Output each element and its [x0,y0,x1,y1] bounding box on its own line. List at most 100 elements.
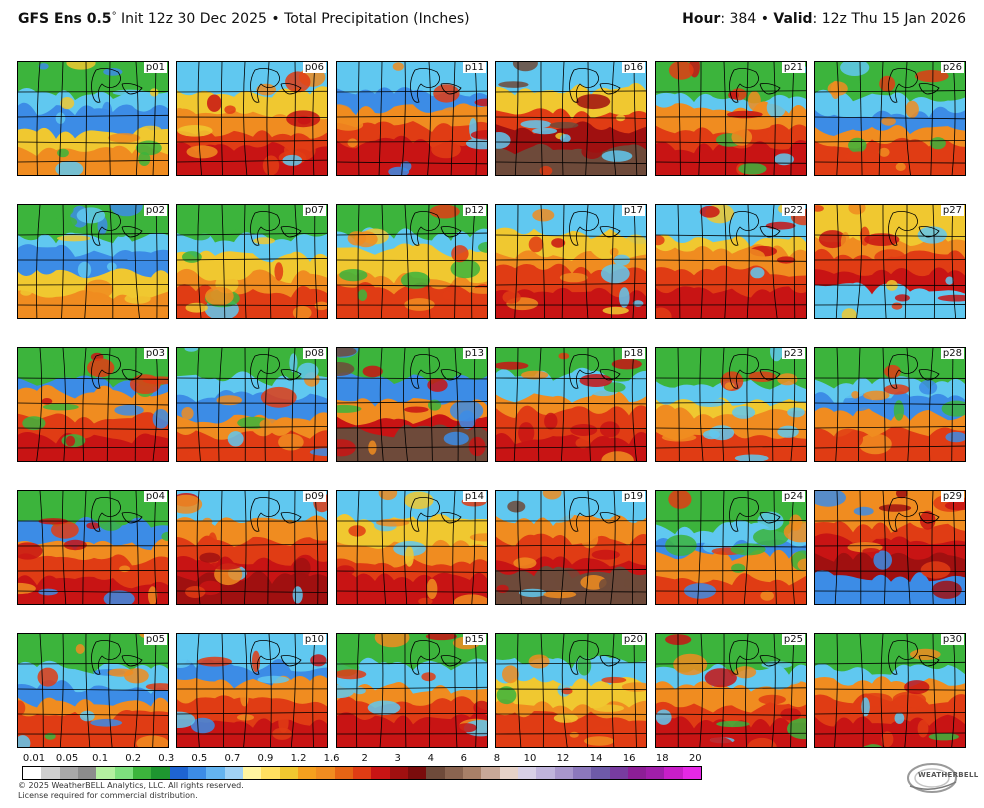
panel-label: p29 [940,491,964,502]
precip-map [18,348,168,461]
ensemble-panel-p04: p04 [17,490,169,605]
copyright-line: © 2025 WeatherBELL Analytics, LLC. All r… [18,781,244,790]
panel-label: p06 [302,62,326,73]
precipitation-colorbar [22,766,702,780]
colorbar-swatch [206,767,225,779]
weatherbell-logo-icon: WEATHERBELL [904,760,978,796]
colorbar-swatch [23,767,42,779]
precip-map [337,348,487,461]
precip-map [337,62,487,175]
precip-map [656,348,806,461]
colorbar-swatch [389,767,408,779]
colorbar-tick-label: 2 [361,753,368,764]
hour-label: Hour [682,11,721,27]
precip-map [18,491,168,604]
precip-map [18,205,168,318]
colorbar-tick-label: 14 [589,753,603,764]
colorbar-swatch [517,767,537,779]
precip-map [337,205,487,318]
precip-map [815,62,965,175]
panel-label: p25 [781,634,805,645]
valid-bullet: • [760,11,769,27]
panel-label: p05 [143,634,167,645]
panel-label: p20 [621,634,645,645]
hour-value: : 384 [720,11,757,27]
panel-label: p17 [621,205,645,216]
copyright-footer: © 2025 WeatherBELL Analytics, LLC. All r… [18,781,244,801]
ensemble-panel-p17: p17 [495,204,647,319]
precip-map [177,634,327,747]
ensemble-panel-p29: p29 [814,490,966,605]
panel-label: p22 [781,205,805,216]
panel-label: p16 [621,62,645,73]
colorbar-swatch [59,767,78,779]
ensemble-panel-p18: p18 [495,347,647,462]
colorbar-swatch [132,767,152,779]
precip-map [656,491,806,604]
precip-map [815,348,965,461]
colorbar-swatch [646,767,665,779]
panel-label: p03 [143,348,167,359]
panel-label: p14 [462,491,486,502]
colorbar-swatch [224,767,243,779]
colorbar-swatch [609,767,628,779]
panel-label: p26 [940,62,964,73]
ensemble-panel-p24: p24 [655,490,807,605]
ensemble-panel-p03: p03 [17,347,169,462]
precip-map [177,491,327,604]
precip-map [18,62,168,175]
colorbar-tick-label: 0.2 [125,753,142,764]
colorbar-swatch [444,767,463,779]
colorbar-tick-label: 1.2 [290,753,307,764]
colorbar-tick-label: 12 [556,753,570,764]
colorbar-swatch [96,767,115,779]
ensemble-panel-p16: p16 [495,61,647,176]
ensemble-panel-p06: p06 [176,61,328,176]
colorbar-tick-label: 4 [427,753,434,764]
ensemble-panel-p25: p25 [655,633,807,748]
valid-info: Hour: 384 • Valid: 12z Thu 15 Jan 2026 [682,11,966,27]
ensemble-panel-p10: p10 [176,633,328,748]
colorbar-swatch [536,767,555,779]
ensemble-panel-p21: p21 [655,61,807,176]
colorbar-swatch [316,767,335,779]
colorbar-swatch [407,767,427,779]
precip-map [337,634,487,747]
precip-map [177,205,327,318]
precip-map [496,62,646,175]
colorbar-swatch [279,767,298,779]
panel-label: p08 [302,348,326,359]
panel-label: p07 [302,205,326,216]
degree-symbol: ° [111,11,117,22]
map-title: GFS Ens 0.5° Init 12z 30 Dec 2025 • Tota… [18,11,470,27]
panel-label: p11 [462,62,486,73]
panel-label: p24 [781,491,805,502]
colorbar-tick-label: 1.6 [323,753,340,764]
colorbar-tick-label: 0.3 [158,753,175,764]
ensemble-panel-p05: p05 [17,633,169,748]
panel-label: p01 [143,62,167,73]
precip-map [18,634,168,747]
panel-label: p04 [143,491,167,502]
ensemble-panel-p13: p13 [336,347,488,462]
precip-map [815,491,965,604]
panel-label: p02 [143,205,167,216]
precip-map [656,205,806,318]
panel-label: p12 [462,205,486,216]
panel-label: p09 [302,491,326,502]
ensemble-panel-grid: p01 p06 p11 p16 p21 p26 p02 p07 p12 p17 p22 p27 p03 p… [17,61,969,751]
precip-map [496,634,646,747]
panel-label: p18 [621,348,645,359]
colorbar-swatch [682,767,702,779]
product-name: Total Precipitation (Inches) [284,11,470,27]
ensemble-panel-p27: p27 [814,204,966,319]
ensemble-panel-p28: p28 [814,347,966,462]
colorbar-swatch [77,767,97,779]
panel-label: p23 [781,348,805,359]
colorbar-tick-label: 18 [655,753,669,764]
colorbar-tick-label: 10 [523,753,537,764]
panel-label: p15 [462,634,486,645]
precip-map [337,491,487,604]
panel-label: p19 [621,491,645,502]
colorbar-swatch [591,767,610,779]
